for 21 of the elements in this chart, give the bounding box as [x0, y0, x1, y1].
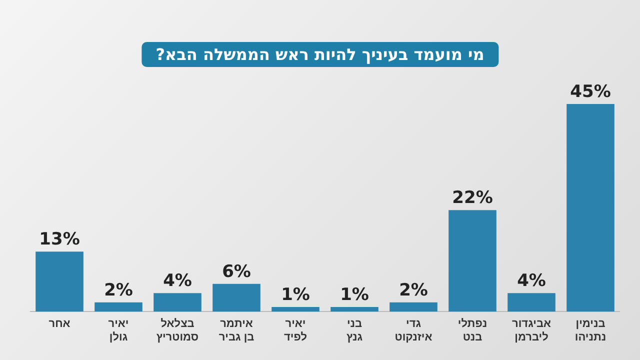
x-tick-label: בצלאל סמוטריץ — [156, 318, 199, 344]
data-label: 1% — [340, 284, 369, 305]
data-label: 13% — [39, 230, 80, 250]
chart-title: מי מועמד בעיניך להיות ראש הממשלה הבא? — [142, 42, 498, 67]
data-label: 22% — [452, 188, 493, 208]
data-label: 1% — [281, 284, 310, 305]
data-label: 6% — [222, 262, 251, 282]
data-label: 45% — [570, 82, 611, 102]
x-tick-label: יאיר גולן — [108, 318, 129, 344]
data-label: 4% — [517, 271, 546, 292]
x-tick-label: אחר — [48, 318, 71, 330]
x-tick-label: בני גנץ — [346, 318, 363, 344]
data-label: 4% — [163, 271, 192, 292]
data-label: 2% — [399, 280, 428, 300]
x-tick-label: יאיר לפיד — [284, 318, 307, 344]
x-tick-label: איתמר בן גביר — [218, 318, 254, 344]
data-label: 2% — [104, 280, 133, 300]
x-tick-label: גדי איזנקוט — [394, 318, 433, 344]
x-tick-label: אביגדור ליברמן — [512, 318, 552, 344]
x-tick-label: בנימין נתניהו — [574, 318, 606, 344]
x-tick-label: נפתלי בנט — [458, 318, 488, 344]
